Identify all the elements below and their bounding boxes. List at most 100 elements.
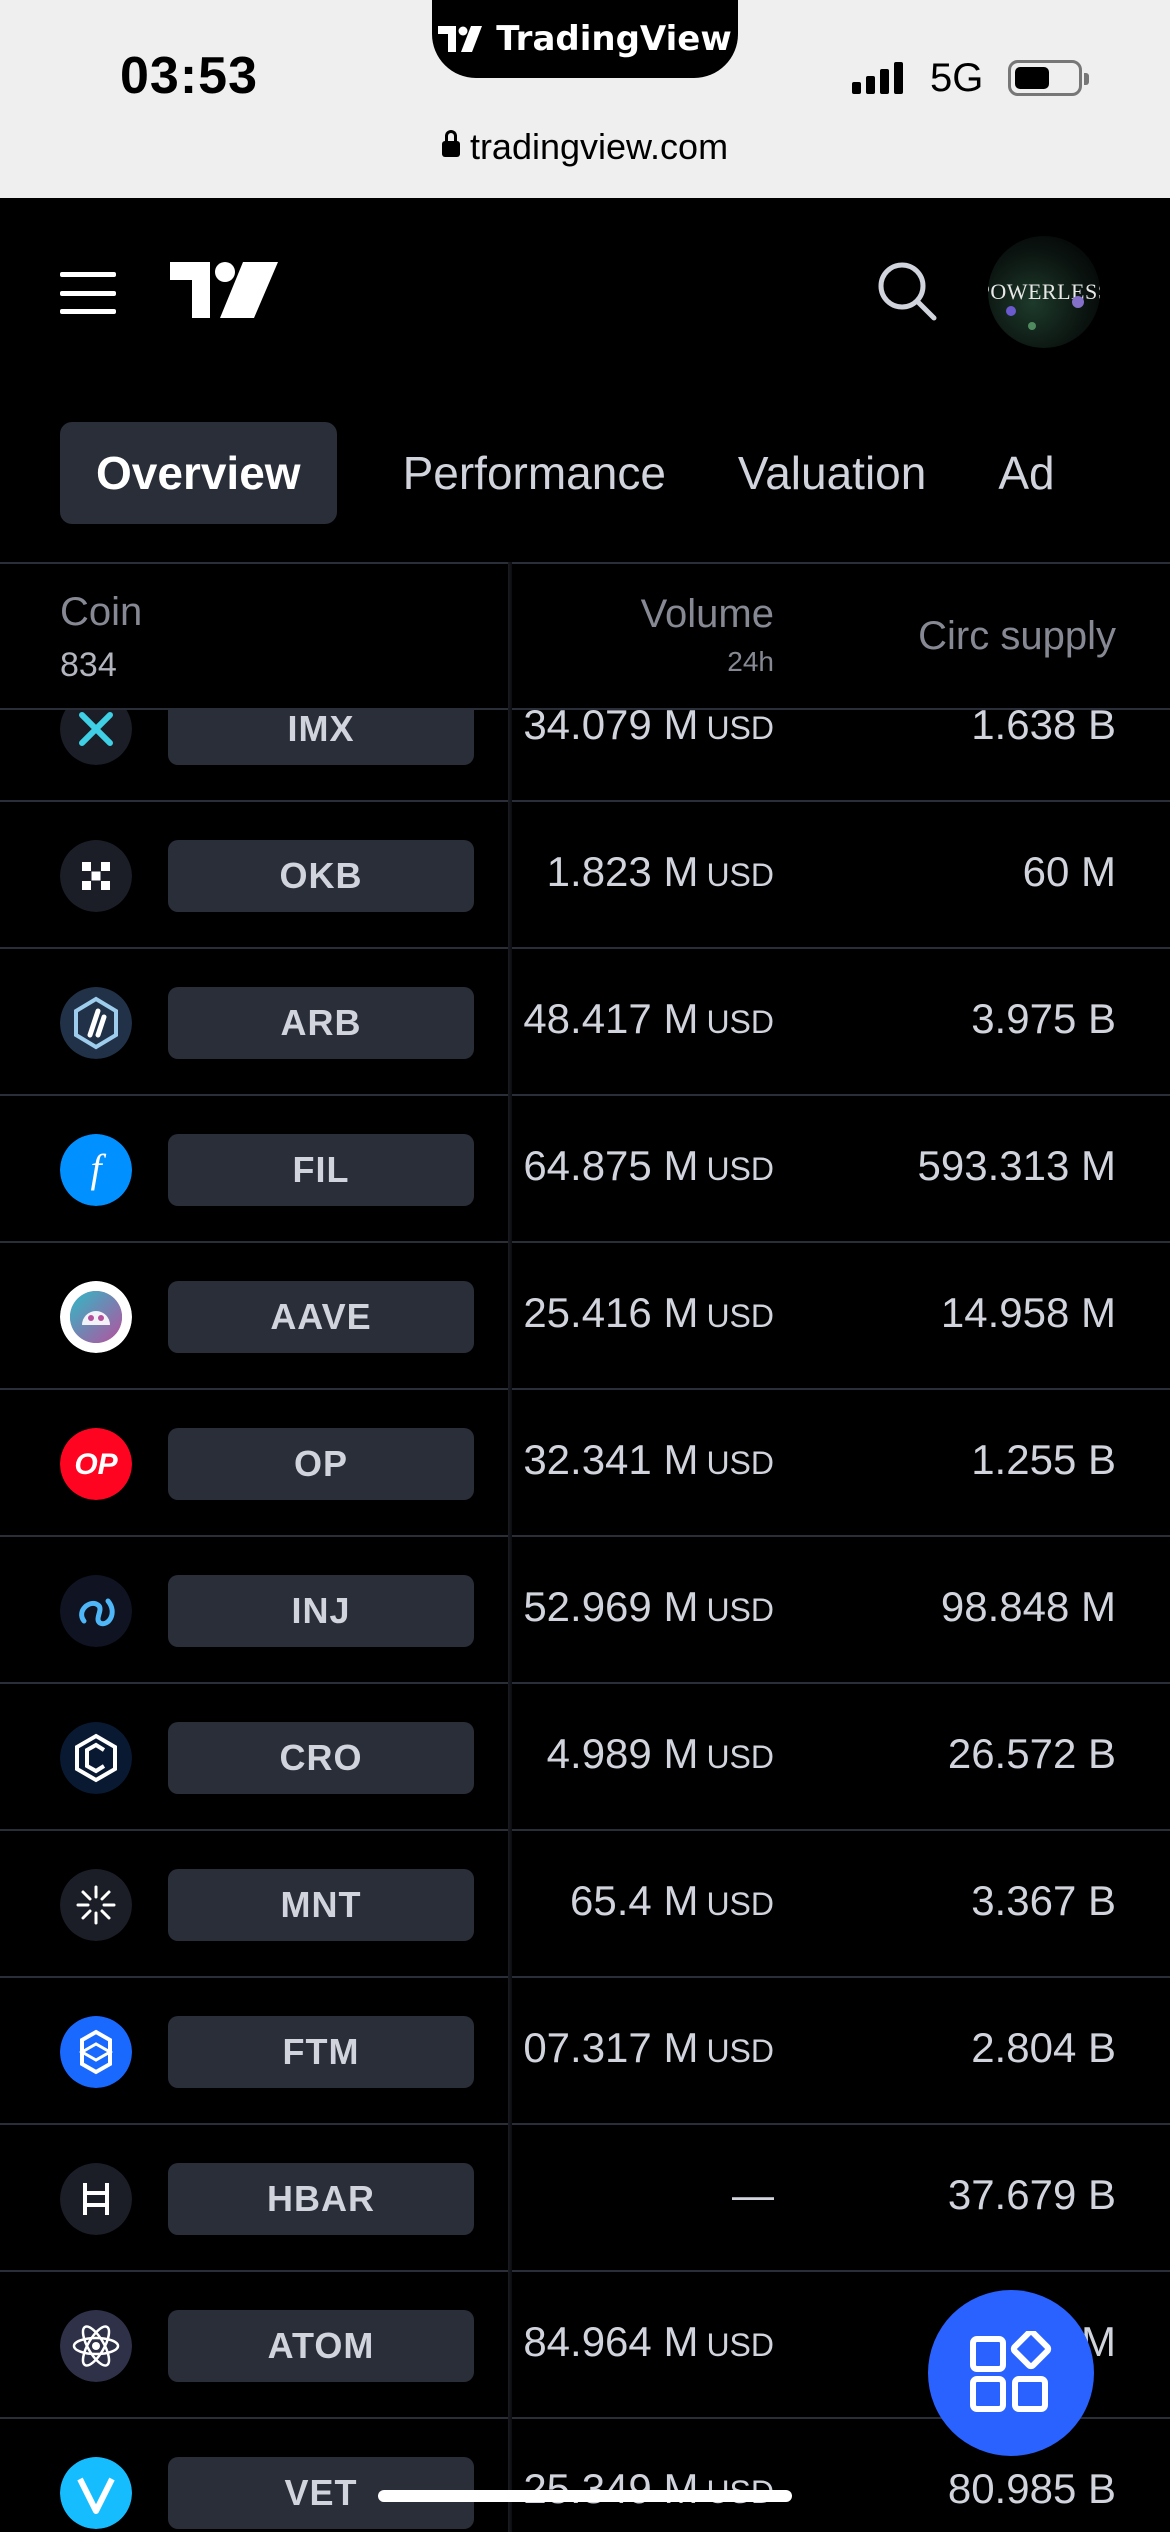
- dynamic-island-label: TradingView: [496, 19, 732, 59]
- widgets-icon: [970, 2331, 1052, 2412]
- atom-icon: [60, 2310, 132, 2382]
- avatar[interactable]: POWERLESS: [988, 236, 1100, 348]
- volume-unit: USD: [706, 1298, 774, 1334]
- volume-cell: 48.417 M USD: [523, 995, 774, 1043]
- ticker-badge[interactable]: MNT: [168, 1869, 474, 1941]
- volume-value: 25.416 M: [523, 1289, 699, 1336]
- okb-icon: [60, 840, 132, 912]
- table-body[interactable]: IMX 34.079 M USD 1.638 B OKB 1.823 M USD 60 M AR…: [0, 710, 1170, 2532]
- volume-value: 32.341 M: [523, 1436, 699, 1483]
- lock-icon: [441, 130, 460, 157]
- inj-icon: [60, 1575, 132, 1647]
- volume-unit: USD: [706, 1004, 774, 1040]
- volume-value: 64.875 M: [523, 1142, 699, 1189]
- circ-supply-cell: 14.958 M: [940, 1289, 1116, 1336]
- circ-supply-cell: 3.975 B: [971, 995, 1116, 1042]
- column-divider: [508, 562, 512, 2532]
- ticker-badge[interactable]: FTM: [168, 2016, 474, 2088]
- table-row[interactable]: IMX 34.079 M USD 1.638 B: [0, 710, 1170, 802]
- volume-unit: USD: [706, 1592, 774, 1628]
- tab-overview[interactable]: Overview: [60, 422, 337, 524]
- tab-additional[interactable]: Ad: [998, 447, 1055, 499]
- ticker-badge[interactable]: INJ: [168, 1575, 474, 1647]
- url-text: tradingview.com: [469, 126, 729, 167]
- volume-value: 65.4 M: [570, 1877, 699, 1924]
- ticker-badge[interactable]: IMX: [168, 710, 474, 765]
- volume-cell: —: [732, 2171, 774, 2219]
- ticker-badge[interactable]: OKB: [168, 840, 474, 912]
- column-header-volume-sub: 24h: [727, 646, 774, 677]
- table-row[interactable]: INJ 52.969 M USD 98.848 M: [0, 1537, 1170, 1684]
- ticker-badge[interactable]: OP: [168, 1428, 474, 1500]
- svg-text:OP: OP: [74, 1448, 118, 1481]
- table-row[interactable]: OP OP 32.341 M USD 1.255 B: [0, 1390, 1170, 1537]
- url-bar[interactable]: tradingview.com: [0, 126, 1170, 168]
- volume-unit: USD: [706, 1151, 774, 1187]
- network-label: 5G: [930, 56, 984, 100]
- circ-supply-cell: 593.313 M: [917, 1142, 1116, 1189]
- table-row[interactable]: AAVE 25.416 M USD 14.958 M: [0, 1243, 1170, 1390]
- volume-value: 4.989 M: [546, 1730, 699, 1777]
- vet-icon: [60, 2457, 132, 2529]
- screener-fab-button[interactable]: [928, 2290, 1094, 2456]
- volume-cell: 52.969 M USD: [523, 1583, 774, 1631]
- op-icon: OP: [60, 1428, 132, 1500]
- ticker-badge[interactable]: FIL: [168, 1134, 474, 1206]
- tab-bar: Overview Performance Valuation Ad: [60, 422, 1091, 524]
- dynamic-island: TradingView: [432, 0, 738, 78]
- table-row[interactable]: FTM 07.317 M USD 2.804 B: [0, 1978, 1170, 2125]
- home-indicator[interactable]: [378, 2490, 792, 2502]
- table-header: Coin 834 Volume 24h Circ supply: [0, 562, 1170, 710]
- volume-unit: USD: [706, 1886, 774, 1922]
- volume-cell: 34.079 M USD: [523, 710, 774, 749]
- volume-unit: USD: [706, 710, 774, 746]
- circ-supply-cell: 2.804 B: [971, 2024, 1116, 2071]
- circ-supply-cell: 98.848 M: [940, 1583, 1116, 1630]
- volume-cell: 32.341 M USD: [523, 1436, 774, 1484]
- mnt-icon: [60, 1869, 132, 1941]
- coin-count: 834: [60, 646, 117, 684]
- circ-supply-cell: 60 M: [1022, 848, 1116, 895]
- table-row[interactable]: OKB 1.823 M USD 60 M: [0, 802, 1170, 949]
- table-row[interactable]: CRO 4.989 M USD 26.572 B: [0, 1684, 1170, 1831]
- volume-cell: 84.964 M USD: [523, 2318, 774, 2366]
- table-row[interactable]: f FIL 64.875 M USD 593.313 M: [0, 1096, 1170, 1243]
- ticker-badge[interactable]: ARB: [168, 987, 474, 1059]
- search-icon[interactable]: [874, 258, 940, 324]
- ticker-badge[interactable]: AAVE: [168, 1281, 474, 1353]
- volume-cell: 4.989 M USD: [547, 1730, 774, 1778]
- imx-icon: [60, 710, 132, 765]
- ticker-badge[interactable]: CRO: [168, 1722, 474, 1794]
- battery-icon: [1008, 60, 1089, 96]
- volume-value: —: [732, 2171, 774, 2218]
- hbar-icon: [60, 2163, 132, 2235]
- circ-supply-cell: 1.255 B: [971, 1436, 1116, 1483]
- volume-cell: 65.4 M USD: [570, 1877, 774, 1925]
- volume-value: 84.964 M: [523, 2318, 699, 2365]
- menu-icon[interactable]: [60, 272, 116, 314]
- tab-valuation[interactable]: Valuation: [737, 447, 927, 499]
- volume-cell: 1.823 M USD: [547, 848, 774, 896]
- ticker-badge[interactable]: ATOM: [168, 2310, 474, 2382]
- tradingview-logo-icon[interactable]: [170, 262, 278, 318]
- status-time: 03:53: [120, 47, 258, 105]
- volume-unit: USD: [706, 2327, 774, 2363]
- circ-supply-cell: 1.638 B: [971, 710, 1116, 748]
- volume-unit: USD: [706, 2033, 774, 2069]
- column-header-coin[interactable]: Coin: [60, 590, 143, 634]
- column-header-circ-supply[interactable]: Circ supply: [918, 614, 1116, 658]
- ticker-badge[interactable]: HBAR: [168, 2163, 474, 2235]
- tradingview-icon: [438, 26, 483, 52]
- table-row[interactable]: ARB 48.417 M USD 3.975 B: [0, 949, 1170, 1096]
- table-row[interactable]: HBAR — 37.679 B: [0, 2125, 1170, 2272]
- circ-supply-cell: 80.985 B: [947, 2465, 1116, 2512]
- arb-icon: [60, 987, 132, 1059]
- volume-value: 34.079 M: [523, 710, 699, 748]
- column-header-volume[interactable]: Volume: [640, 592, 774, 636]
- tab-performance[interactable]: Performance: [402, 447, 666, 499]
- signal-icon: [852, 60, 903, 94]
- volume-value: 07.317 M: [523, 2024, 699, 2071]
- table-row[interactable]: MNT 65.4 M USD 3.367 B: [0, 1831, 1170, 1978]
- status-bar: 03:53 TradingView 5G tradingview.com: [0, 0, 1170, 198]
